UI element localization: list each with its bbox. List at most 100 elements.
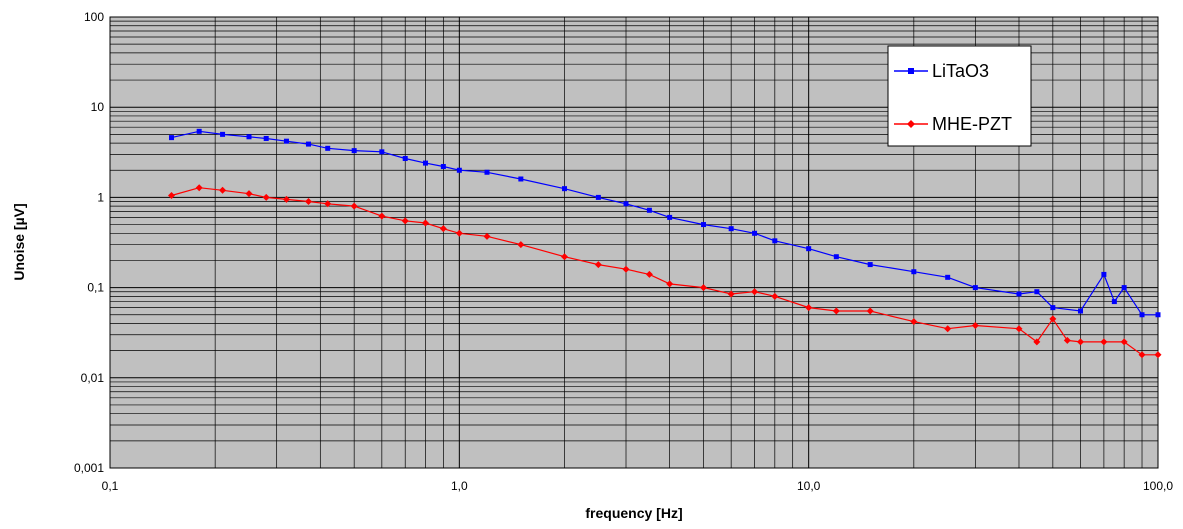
data-point [169, 135, 175, 141]
data-point [379, 149, 385, 155]
data-point [646, 207, 652, 213]
data-point [1016, 291, 1022, 297]
legend-label: LiTaO3 [932, 61, 989, 81]
data-point [283, 138, 289, 144]
data-point [1111, 299, 1117, 305]
data-point [1034, 289, 1040, 295]
legend-marker [908, 68, 914, 74]
data-point [401, 217, 409, 225]
data-point [1078, 308, 1084, 314]
x-tick-labels: 0,1 1,0 10,0 100,0 [102, 479, 1174, 493]
x-tick-label: 10,0 [797, 479, 821, 493]
y-tick-label: 0,01 [81, 371, 105, 385]
data-point [517, 241, 525, 249]
data-point [560, 253, 568, 261]
data-point [910, 318, 918, 326]
data-point [220, 131, 226, 137]
data-point [1077, 338, 1085, 346]
data-point [402, 155, 408, 161]
y-tick-label: 1 [97, 190, 104, 204]
data-point [594, 261, 602, 269]
data-point [456, 167, 462, 173]
data-point [1100, 338, 1108, 346]
data-point [667, 214, 673, 220]
data-point [728, 226, 734, 232]
legend-marker [907, 120, 915, 128]
data-point [622, 265, 630, 273]
series-line [171, 187, 1158, 356]
data-point [832, 307, 840, 315]
data-point [1155, 312, 1161, 318]
data-point [752, 230, 758, 236]
data-point [1138, 351, 1146, 359]
legend-box [887, 45, 1032, 147]
data-point [351, 148, 357, 154]
data-point [1121, 285, 1127, 291]
data-point [1154, 351, 1162, 359]
data-point [700, 284, 708, 292]
data-point [833, 254, 839, 260]
data-point [325, 145, 331, 151]
y-tick-label: 100 [84, 10, 104, 24]
legend-items: LiTaO3 MHE-PZT [894, 61, 1012, 134]
data-point [805, 304, 813, 312]
x-tick-label: 1,0 [451, 479, 468, 493]
legend-item: MHE-PZT [894, 114, 1012, 134]
legend: LiTaO3 MHE-PZT [887, 45, 1032, 147]
data-point [350, 202, 358, 210]
data-point [595, 194, 601, 200]
data-point [1049, 315, 1057, 323]
data-point [944, 325, 952, 333]
data-point [439, 225, 447, 233]
data-point [421, 219, 429, 227]
data-point [911, 269, 917, 275]
data-point [945, 274, 951, 280]
y-tick-label: 0,1 [87, 281, 104, 295]
data-point [772, 238, 778, 244]
legend-label: MHE-PZT [932, 114, 1012, 134]
data-point [1139, 312, 1145, 318]
data-point [219, 186, 227, 194]
data-point [1050, 305, 1056, 311]
data-point [484, 169, 490, 175]
data-point [1063, 336, 1071, 344]
y-tick-label: 0,001 [74, 461, 104, 475]
series-group [168, 128, 1162, 359]
data-point [645, 270, 653, 278]
data-point [518, 176, 524, 182]
gridlines [110, 17, 1158, 469]
data-point [806, 246, 812, 252]
data-point [867, 262, 873, 268]
data-point [196, 128, 202, 134]
data-point [422, 160, 428, 166]
data-point [168, 191, 176, 199]
y-tick-label: 10 [91, 100, 105, 114]
data-point [378, 212, 386, 220]
data-point [1015, 325, 1023, 333]
data-point [1033, 338, 1041, 346]
data-point [971, 322, 979, 330]
data-point [304, 198, 312, 206]
data-point [262, 193, 270, 201]
data-point [1120, 338, 1128, 346]
data-point [305, 141, 311, 147]
data-point [666, 280, 674, 288]
data-point [727, 290, 735, 298]
data-point [440, 164, 446, 170]
series-1 [169, 128, 1161, 318]
data-point [751, 288, 759, 296]
legend-item: LiTaO3 [894, 61, 989, 81]
data-point [866, 307, 874, 315]
data-point [561, 186, 567, 192]
y-axis-title: Unoise [µV] [11, 203, 27, 280]
data-point [245, 190, 253, 198]
data-point [263, 135, 269, 141]
data-point [623, 201, 629, 207]
x-tick-label: 100,0 [1143, 479, 1173, 493]
data-point [246, 134, 252, 140]
data-point [282, 195, 290, 203]
series-2 [168, 184, 1162, 359]
data-point [455, 229, 463, 237]
data-point [972, 285, 978, 291]
